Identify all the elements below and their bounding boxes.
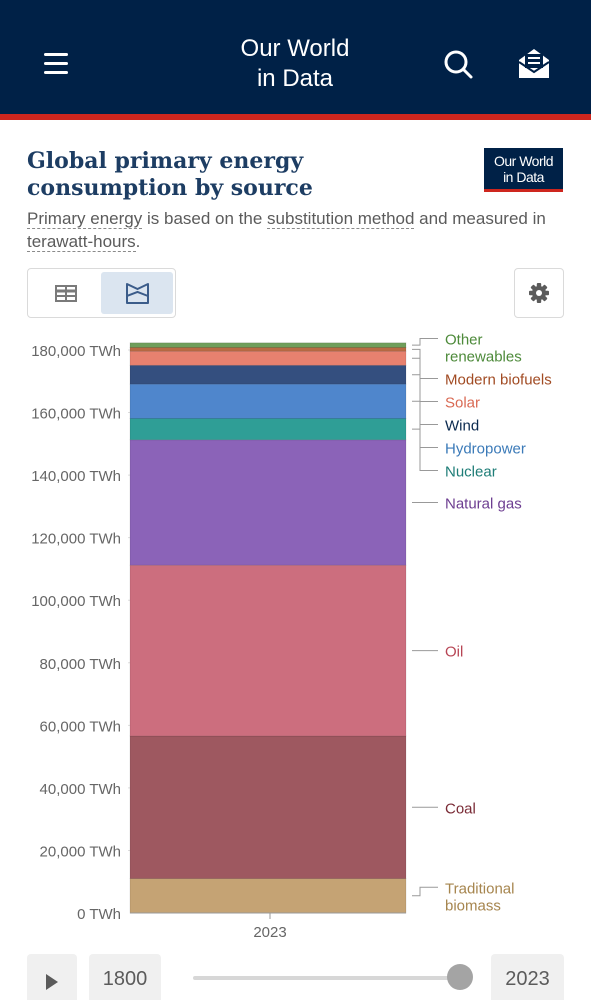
timeline-slider-handle[interactable]	[447, 964, 473, 990]
owid-logo[interactable]: Our World in Data	[484, 148, 563, 192]
legend-connector	[412, 338, 438, 346]
chart-title: Global primary energy consumption by sou…	[27, 148, 313, 201]
header-accent-stripe	[0, 114, 591, 120]
legend-label: renewables	[445, 349, 522, 366]
tab-chart[interactable]	[101, 272, 173, 314]
site-brand[interactable]: Our World in Data	[195, 34, 395, 94]
hamburger-icon	[44, 53, 68, 56]
legend-label: Solar	[445, 395, 480, 412]
bar-segment	[129, 418, 407, 441]
site-header: Our World in Data	[0, 0, 591, 114]
timeline-end-year[interactable]: 2023	[491, 954, 564, 1000]
subtitle-text-1: is based on the	[142, 209, 268, 228]
bar-segment	[129, 342, 407, 348]
legend-label: Other	[445, 332, 483, 349]
legend-label: Oil	[445, 644, 463, 661]
y-tick-label: 80,000 TWh	[40, 656, 121, 673]
chart-subtitle: Primary energy is based on the substitut…	[27, 207, 567, 253]
menu-button[interactable]	[38, 44, 74, 84]
y-tick-label: 140,000 TWh	[31, 468, 121, 485]
stacked-area-chart-icon	[126, 283, 149, 304]
legend-label: biomass	[445, 897, 501, 914]
legend-connector	[412, 348, 438, 379]
y-tick-label: 20,000 TWh	[40, 843, 121, 860]
y-tick-label: 180,000 TWh	[31, 343, 121, 360]
legend-connector	[412, 886, 438, 897]
y-tick-label: 100,000 TWh	[31, 593, 121, 610]
energy-chart: 0 TWh 20,000 TWh 40,000 TWh 60,000 TWh 80,00…	[31, 332, 552, 942]
legend-label: Traditional	[445, 880, 514, 897]
subtitle-text-2: and measured in	[414, 209, 546, 228]
legend-connector	[412, 428, 438, 471]
logo-line-1: Our World	[493, 153, 554, 169]
bar-segment	[129, 878, 407, 914]
logo-line-2: in Data	[503, 169, 544, 185]
legend-label: Wind	[445, 418, 479, 435]
legend-label: Natural gas	[445, 495, 522, 512]
terawatt-hours-link[interactable]: terawatt-hours	[27, 232, 136, 252]
search-button[interactable]	[440, 46, 476, 82]
gear-icon	[529, 283, 549, 303]
bar-segment	[129, 735, 407, 879]
brand-line-2: in Data	[256, 65, 334, 92]
y-tick-label: 120,000 TWh	[31, 531, 121, 548]
legend-label: Hydropower	[445, 441, 526, 458]
legend-connector	[412, 357, 438, 402]
timeline-slider[interactable]	[193, 976, 461, 980]
bar-segment	[129, 364, 407, 385]
legend-label: Modern biofuels	[445, 372, 552, 389]
play-button[interactable]	[27, 954, 77, 1000]
brand-line-1: Our World	[240, 35, 350, 62]
legend-connector	[412, 400, 438, 448]
bar-segment	[129, 383, 407, 419]
bar-segment	[129, 350, 407, 366]
primary-energy-link[interactable]: Primary energy	[27, 209, 143, 229]
search-icon	[444, 50, 473, 79]
settings-button[interactable]	[514, 268, 564, 318]
y-tick-label: 0 TWh	[77, 906, 121, 923]
bar-segment	[129, 347, 407, 352]
legend-label: Nuclear	[445, 464, 497, 481]
subscribe-button[interactable]	[514, 46, 554, 82]
view-tabs	[27, 268, 176, 318]
timeline-controls: 1800 2023	[0, 950, 591, 1000]
y-tick-label: 40,000 TWh	[40, 781, 121, 798]
legend-connector	[412, 374, 438, 425]
x-tick-label: 2023	[253, 924, 286, 941]
legend-label: Coal	[445, 800, 476, 817]
bar-segment	[129, 439, 407, 566]
hamburger-icon-bar	[44, 71, 68, 74]
y-tick-label: 160,000 TWh	[31, 406, 121, 423]
timeline-start-year[interactable]: 1800	[89, 954, 161, 1000]
subtitle-text-3: .	[135, 232, 141, 251]
bar-segment	[129, 564, 407, 737]
hamburger-icon-bar	[44, 62, 68, 65]
envelope-icon	[518, 49, 550, 78]
table-icon	[55, 285, 77, 302]
play-icon	[46, 974, 58, 990]
tab-table[interactable]	[31, 272, 101, 314]
y-tick-label: 60,000 TWh	[40, 718, 121, 735]
substitution-method-link[interactable]: substitution method	[267, 209, 415, 229]
